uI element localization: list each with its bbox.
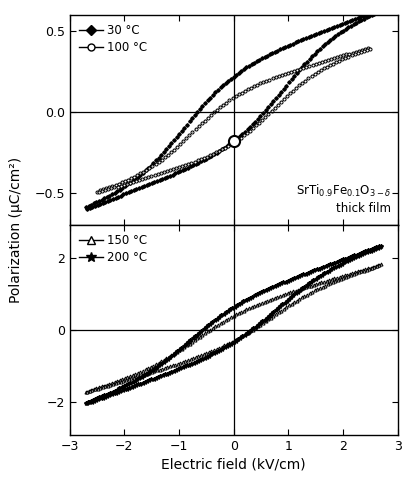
X-axis label: Electric field (kV/cm): Electric field (kV/cm) — [161, 457, 305, 471]
Text: Polarization (μC/cm²): Polarization (μC/cm²) — [9, 157, 23, 303]
Legend: 150 °C, 200 °C: 150 °C, 200 °C — [75, 231, 151, 268]
Legend: 30 °C, 100 °C: 30 °C, 100 °C — [75, 21, 151, 58]
Text: SrTi$_{0.9}$Fe$_{0.1}$O$_{3-\delta}$
thick film: SrTi$_{0.9}$Fe$_{0.1}$O$_{3-\delta}$ thi… — [295, 184, 390, 214]
